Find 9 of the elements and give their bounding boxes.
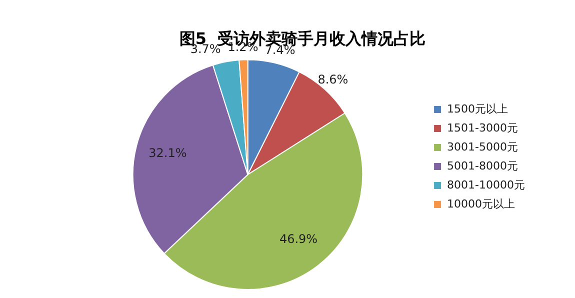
data-label: 8.6% [318, 72, 348, 87]
legend-label: 1500元以上 [447, 102, 508, 116]
legend-label: 3001-5000元 [447, 140, 518, 154]
legend-label: 1501-3000元 [447, 121, 518, 134]
legend-label: 10000元以上 [447, 197, 516, 210]
data-label: 32.1% [148, 146, 187, 160]
data-label: 46.9% [279, 232, 318, 246]
legend-label: 8001-10000元 [447, 178, 526, 192]
legend-label: 5001-8000元 [447, 159, 518, 172]
